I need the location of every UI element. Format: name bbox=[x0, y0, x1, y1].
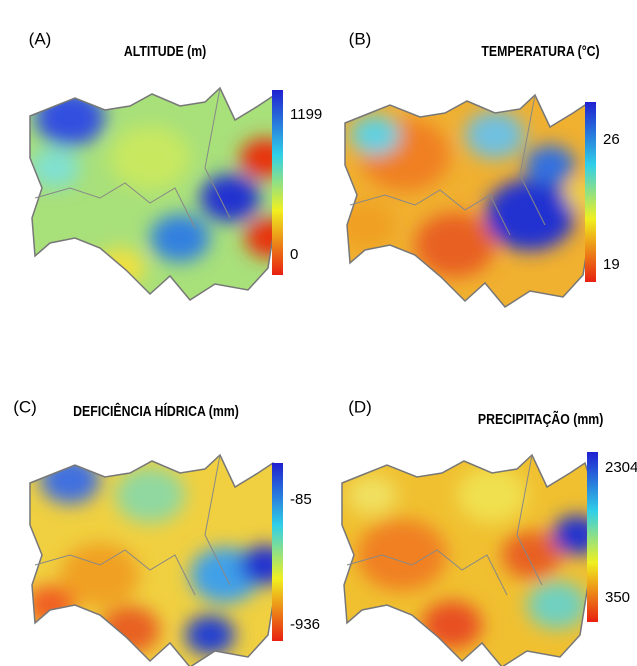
colorbar bbox=[585, 102, 596, 282]
colorbar-label: 19 bbox=[603, 256, 620, 273]
colorbar bbox=[272, 463, 283, 641]
map-blob bbox=[485, 179, 575, 251]
map-blobs bbox=[347, 467, 592, 649]
map-blobs bbox=[345, 111, 595, 277]
map-fill bbox=[345, 95, 595, 307]
map-blob bbox=[30, 148, 80, 188]
panel-label: (D) bbox=[348, 397, 372, 416]
panel-title: ALTITUDE (m) bbox=[124, 43, 206, 59]
map-blob bbox=[185, 615, 235, 655]
map-blob bbox=[527, 581, 587, 629]
map bbox=[344, 94, 596, 308]
map-blob bbox=[115, 467, 185, 523]
colorbar bbox=[272, 90, 283, 275]
colorbar-label: 2304 bbox=[605, 459, 637, 476]
map-blob bbox=[200, 174, 260, 222]
map-blob bbox=[347, 475, 397, 515]
panel-title: PRECIPITAÇÃO (mm) bbox=[478, 409, 603, 428]
map-blob bbox=[422, 601, 482, 649]
map-blob bbox=[345, 201, 395, 249]
map-fill bbox=[30, 88, 280, 300]
colorbar-label: 350 bbox=[605, 589, 630, 606]
panel: (D) PRECIPITAÇÃO (mm) 2304 350 bbox=[341, 397, 637, 666]
map bbox=[29, 87, 281, 301]
panel-title: TEMPERATURA (°C) bbox=[481, 43, 599, 59]
map-blob bbox=[465, 111, 525, 159]
map-blob bbox=[457, 467, 527, 523]
colorbar-label: -936 bbox=[290, 616, 320, 633]
map-blob bbox=[245, 218, 280, 258]
map-blob bbox=[350, 115, 400, 155]
panel-label: (A) bbox=[29, 29, 52, 48]
map bbox=[29, 454, 281, 666]
panel-label: (C) bbox=[13, 397, 37, 416]
panel: (C) DEFICIÊNCIA HÍDRICA (mm) -85 -936 bbox=[13, 397, 320, 666]
map-blob bbox=[150, 214, 210, 262]
map-division bbox=[346, 454, 543, 596]
map-blob bbox=[110, 126, 190, 190]
map-blob bbox=[525, 145, 575, 185]
map-division bbox=[34, 454, 231, 596]
colorbar bbox=[587, 452, 598, 622]
colorbar-label: -85 bbox=[290, 491, 312, 508]
panel-label: (B) bbox=[349, 29, 372, 48]
map-blob bbox=[40, 456, 100, 504]
panels: (A) ALTITUDE (m) 1199 0 (B) TEMPERATURA (°C) 2… bbox=[13, 29, 637, 666]
map-blob bbox=[100, 606, 160, 654]
map-division bbox=[349, 94, 546, 236]
map-blob bbox=[60, 543, 140, 607]
colorbar-label: 0 bbox=[290, 246, 298, 263]
map-division bbox=[34, 87, 231, 229]
map-blob bbox=[415, 213, 495, 277]
colorbar-label: 26 bbox=[603, 131, 620, 148]
map bbox=[341, 454, 593, 666]
map-blob bbox=[357, 519, 447, 591]
panel-title: DEFICIÊNCIA HÍDRICA (mm) bbox=[73, 401, 239, 420]
panel: (B) TEMPERATURA (°C) 26 19 bbox=[344, 29, 620, 308]
map-blob bbox=[35, 90, 105, 146]
map-blob bbox=[502, 531, 562, 579]
panel: (A) ALTITUDE (m) 1199 0 bbox=[29, 29, 322, 301]
colorbar-label: 1199 bbox=[290, 106, 322, 123]
